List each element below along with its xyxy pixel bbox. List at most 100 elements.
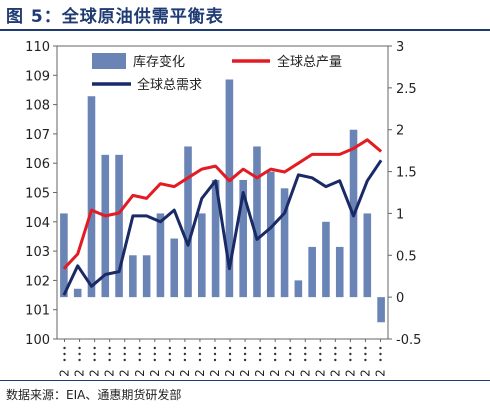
x-tick-label: 2 bbox=[208, 369, 222, 377]
x-tick-dot bbox=[349, 352, 352, 356]
inventory-bar bbox=[363, 213, 372, 298]
x-tick-label: 2 bbox=[223, 369, 237, 377]
x-tick-dot bbox=[364, 352, 367, 356]
x-tick-dot bbox=[273, 358, 277, 362]
left-tick-label: 102 bbox=[25, 274, 50, 289]
x-tick-dot bbox=[108, 346, 111, 350]
x-tick-dot bbox=[138, 352, 141, 356]
x-tick-dot bbox=[93, 358, 96, 362]
x-tick-dot bbox=[228, 352, 232, 356]
x-tick-dot bbox=[123, 358, 126, 362]
inventory-bar bbox=[253, 146, 261, 298]
inventory-bar bbox=[294, 280, 303, 298]
x-tick-dot bbox=[153, 352, 156, 356]
x-tick-label: 2 bbox=[163, 369, 177, 377]
x-tick-label: 2 bbox=[373, 369, 387, 377]
x-tick-label: 2 bbox=[238, 369, 252, 377]
x-tick-dot bbox=[123, 352, 126, 356]
inventory-bar bbox=[239, 179, 247, 298]
x-tick-label: 2 bbox=[268, 369, 282, 377]
x-tick-dot bbox=[379, 346, 382, 350]
supply-line bbox=[62, 138, 383, 270]
x-tick-dot bbox=[228, 358, 232, 362]
x-tick-dot bbox=[63, 358, 66, 362]
x-tick-dot bbox=[319, 346, 322, 350]
x-tick-dot bbox=[349, 346, 352, 350]
x-tick-dot bbox=[243, 346, 247, 350]
chart-title: 图 5：全球原油供需平衡表 bbox=[6, 7, 224, 27]
inventory-bar bbox=[60, 213, 68, 298]
x-tick-label: 2 bbox=[298, 369, 312, 377]
x-tick-dot bbox=[183, 352, 187, 356]
x-tick-dot bbox=[168, 358, 172, 362]
x-tick-dot bbox=[243, 352, 247, 356]
x-tick-dot bbox=[183, 346, 187, 350]
inventory-bar bbox=[73, 288, 82, 298]
x-tick-dot bbox=[198, 358, 202, 362]
right-tick-label: 1.5 bbox=[396, 166, 417, 181]
x-tick-dot bbox=[364, 346, 367, 350]
x-tick-dot bbox=[138, 358, 141, 362]
right-tick-label: 0 bbox=[396, 291, 404, 306]
x-tick-dot bbox=[349, 358, 352, 362]
title-divider bbox=[0, 29, 490, 31]
left-tick-label: 107 bbox=[25, 128, 50, 143]
x-tick-dot bbox=[379, 358, 382, 362]
left-tick-label: 105 bbox=[25, 187, 50, 202]
x-tick-dot bbox=[78, 358, 81, 362]
x-tick-dot bbox=[123, 346, 126, 350]
series-lines bbox=[62, 138, 383, 296]
x-tick-dot bbox=[379, 352, 382, 356]
x-tick-dot bbox=[93, 346, 96, 350]
x-tick-dot bbox=[364, 358, 367, 362]
x-tick-dot bbox=[289, 352, 292, 356]
axes-frame bbox=[53, 45, 392, 342]
left-tick-label: 108 bbox=[25, 99, 50, 114]
x-tick-dot bbox=[304, 346, 307, 350]
x-tick-dot bbox=[78, 352, 81, 356]
x-tick-dot bbox=[319, 358, 322, 362]
x-tick-label: 2 bbox=[133, 369, 147, 377]
legend-label-demand: 全球总需求 bbox=[137, 77, 202, 93]
left-tick-label: 106 bbox=[25, 157, 50, 172]
inventory-bar bbox=[142, 255, 151, 298]
x-tick-label: 2 bbox=[313, 369, 327, 377]
x-tick-dot bbox=[63, 352, 66, 356]
x-tick-dot bbox=[289, 358, 292, 362]
x-tick-dot bbox=[183, 358, 187, 362]
x-tick-dot bbox=[153, 346, 156, 350]
x-tick-label: 2 bbox=[358, 369, 372, 377]
x-tick-label: 2 bbox=[103, 369, 117, 377]
inventory-bar bbox=[335, 246, 344, 298]
x-tick-label: 2 bbox=[88, 369, 102, 377]
inventory-bar bbox=[322, 221, 330, 298]
legend-swatch-inventory bbox=[92, 53, 126, 69]
x-tick-label: 2 bbox=[148, 369, 162, 377]
inventory-bar bbox=[280, 188, 289, 298]
left-tick-label: 101 bbox=[25, 304, 50, 319]
inventory-bar bbox=[211, 179, 220, 298]
tick-labels: 100 101 102 103 104 105 106 107 108 109 110 -0.5 0 0.… bbox=[25, 40, 421, 377]
inventory-bar bbox=[198, 213, 206, 298]
left-tick-label: 104 bbox=[25, 216, 50, 231]
inventory-bar bbox=[266, 171, 275, 298]
x-tick-dot bbox=[243, 358, 247, 362]
right-tick-label: 3 bbox=[396, 40, 404, 55]
x-tick-dot bbox=[273, 352, 277, 356]
inventory-bar bbox=[87, 96, 96, 298]
footer-divider bbox=[0, 380, 490, 381]
x-tick-dot bbox=[304, 352, 307, 356]
right-tick-label: 0.5 bbox=[396, 249, 417, 264]
x-tick-dot bbox=[304, 358, 307, 362]
x-tick-dot bbox=[258, 346, 262, 350]
inventory-bar bbox=[377, 297, 385, 323]
x-tick-dot bbox=[93, 352, 96, 356]
inventory-bar bbox=[170, 238, 179, 298]
inventory-bar bbox=[308, 246, 316, 298]
x-tick-dot bbox=[198, 352, 202, 356]
legend-label-inventory: 库存变化 bbox=[133, 54, 185, 70]
x-tick-dot bbox=[153, 358, 156, 362]
left-tick-label: 109 bbox=[25, 69, 50, 84]
x-tick-dot bbox=[168, 352, 172, 356]
